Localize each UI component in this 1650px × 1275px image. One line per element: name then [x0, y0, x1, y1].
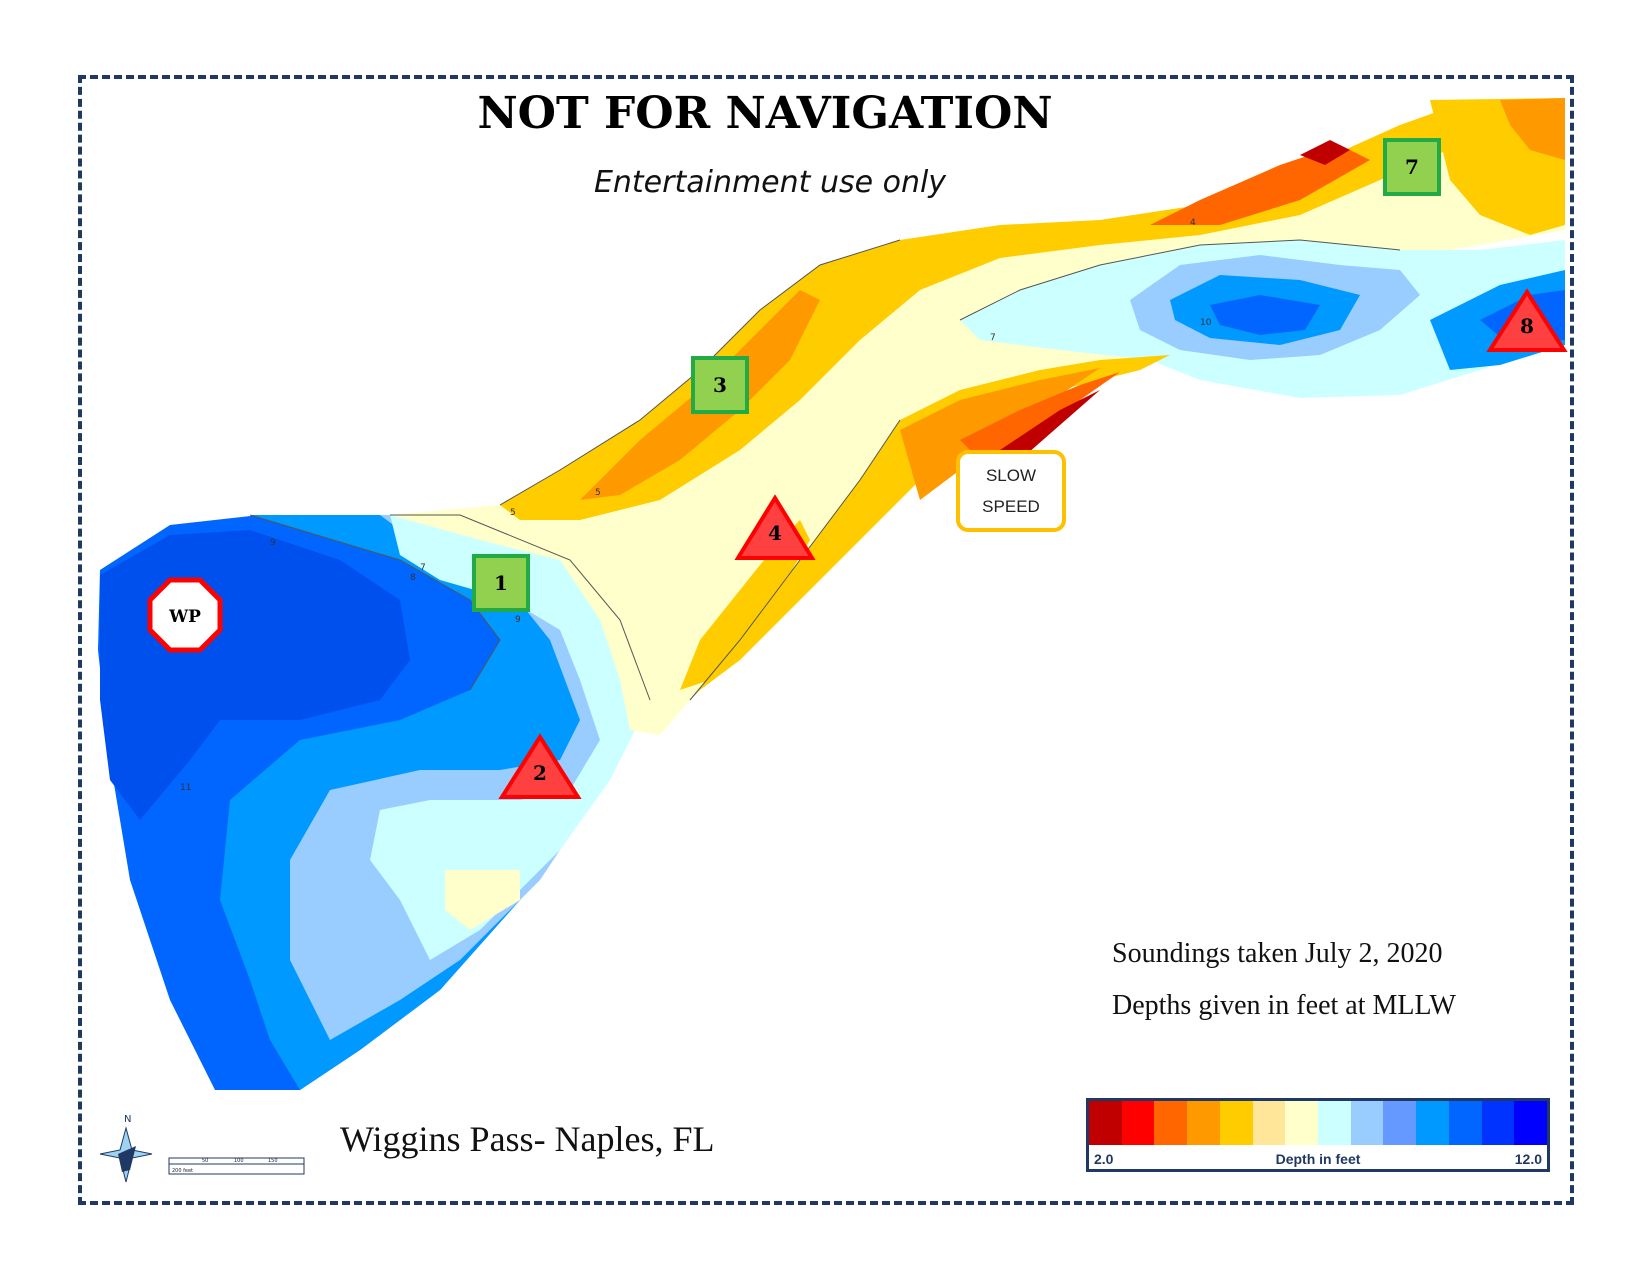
- scale-bar: 200 feet 50 100 150: [168, 1157, 305, 1175]
- scale-label-0: 200 feet: [172, 1168, 193, 1174]
- contour-label: 8: [410, 573, 416, 583]
- depth-zone-darkred-shoal: [1000, 390, 1100, 460]
- legend-swatch: [1187, 1101, 1220, 1145]
- map-frame: [78, 75, 1574, 1205]
- contour-label: 9: [515, 615, 521, 625]
- depth-zone-deeper-east: [1210, 295, 1320, 335]
- marker-7[interactable]: 7: [1383, 138, 1441, 196]
- contour-label: 7: [990, 333, 996, 343]
- legend-swatch: [1383, 1101, 1417, 1145]
- contour-label: 5: [510, 508, 516, 518]
- place-name: Wiggins Pass- Naples, FL: [340, 1119, 715, 1159]
- marker-2[interactable]: 2: [498, 733, 582, 799]
- marker-2-label: 2: [533, 761, 547, 785]
- depth-zone-red-shoal: [960, 372, 1120, 470]
- legend-swatch: [1350, 1101, 1384, 1145]
- depth-zone-yellow-ribbon: [680, 520, 810, 690]
- depth-zone-pale-west: [445, 870, 520, 930]
- compass-north-label: N: [124, 1114, 131, 1125]
- legend-swatch: [1481, 1101, 1515, 1145]
- map-title: NOT FOR NAVIGATION: [477, 88, 1053, 139]
- depth-zone-pale-channel: [390, 98, 1565, 735]
- depth-zone-light-blue-west: [290, 515, 630, 1040]
- contour-label: 10: [1200, 318, 1212, 328]
- contour-label: 5: [595, 488, 601, 498]
- depth-zone-orange-ne: [1150, 145, 1370, 225]
- map-subtitle: Entertainment use only: [593, 165, 947, 200]
- legend-color-scale: [1089, 1101, 1548, 1145]
- marker-8-label: 8: [1520, 314, 1534, 338]
- scale-label-3: 150: [268, 1158, 278, 1164]
- legend-swatch: [1514, 1101, 1548, 1145]
- legend-swatch: [1318, 1101, 1351, 1145]
- legend-min-label: 2.0: [1094, 1151, 1114, 1167]
- wp-marker[interactable]: WP: [147, 577, 223, 653]
- legend-swatch: [1252, 1101, 1286, 1145]
- contour-label: 4: [1190, 218, 1196, 228]
- scale-label-1: 50: [202, 1158, 208, 1164]
- depth-zone-orange-east: [1500, 98, 1565, 160]
- marker-7-label: 7: [1405, 155, 1419, 179]
- legend-swatch: [1448, 1101, 1482, 1145]
- legend-swatch: [1154, 1101, 1188, 1145]
- legend-swatch: [1219, 1101, 1253, 1145]
- marker-1[interactable]: 1: [472, 554, 530, 612]
- marker-3[interactable]: 3: [691, 356, 749, 414]
- marker-1-label: 1: [494, 571, 508, 595]
- slow-speed-zone: SLOW SPEED: [956, 450, 1066, 532]
- soundings-date-note: Soundings taken July 2, 2020: [1112, 938, 1443, 969]
- marker-8[interactable]: 8: [1486, 288, 1568, 352]
- scale-label-2: 100: [234, 1158, 244, 1164]
- contour-tick-labels: 5 5 7 8 9 9 11 10 7 4: [180, 218, 1212, 793]
- legend-swatch: [1121, 1101, 1155, 1145]
- wp-marker-label: WP: [168, 607, 201, 627]
- legend-max-label: 12.0: [1514, 1151, 1542, 1167]
- datum-note: Depths given in feet at MLLW: [1112, 990, 1456, 1021]
- slow-speed-line2: SPEED: [982, 497, 1040, 516]
- depth-zone-orange-shoal: [900, 368, 1100, 500]
- marker-4-label: 4: [768, 521, 782, 545]
- contour-label: 9: [270, 538, 276, 548]
- legend-swatch: [1416, 1101, 1449, 1145]
- compass-rose-icon: N: [99, 1114, 153, 1183]
- legend-swatch: [1285, 1101, 1319, 1145]
- legend-swatch: [1089, 1101, 1122, 1145]
- slow-speed-line1: SLOW: [985, 466, 1037, 485]
- contour-label: 7: [420, 563, 426, 573]
- marker-3-label: 3: [713, 373, 727, 397]
- contour-label: 11: [180, 783, 191, 793]
- depth-zone-red-ne: [1300, 140, 1350, 165]
- legend-title: Depth in feet: [1275, 1151, 1361, 1167]
- depth-zone-cyan-west: [370, 515, 650, 960]
- marker-4[interactable]: 4: [734, 494, 816, 560]
- depth-legend: 2.0 Depth in feet 12.0: [1086, 1098, 1550, 1172]
